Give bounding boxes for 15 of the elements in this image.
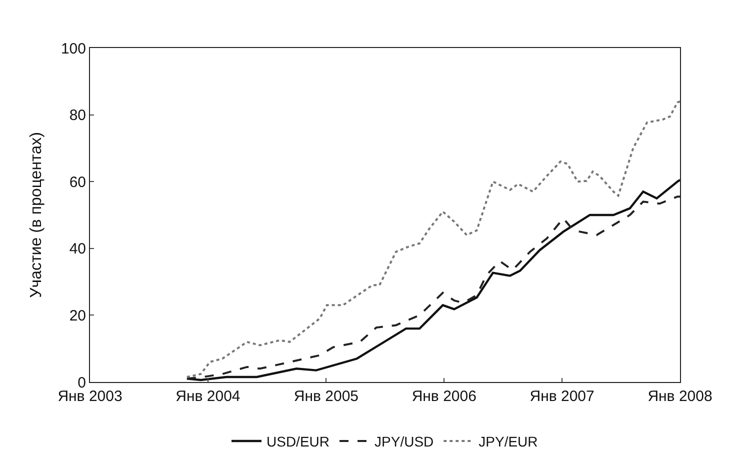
y-tick-label: 20 xyxy=(69,307,86,324)
y-tick-label: 40 xyxy=(69,240,86,258)
y-tick-label: 100 xyxy=(60,40,86,58)
x-tick-label: Янв 2005 xyxy=(294,388,359,405)
legend-label: JPY/USD xyxy=(374,433,434,450)
x-tick-label: Янв 2004 xyxy=(176,388,240,405)
x-tick-label: Янв 2008 xyxy=(648,388,712,405)
line-series xyxy=(186,100,680,378)
legend-label: USD/EUR xyxy=(266,433,330,450)
y-axis-title: Участие (в процентах) xyxy=(28,132,45,298)
y-tick-label: 80 xyxy=(69,107,86,124)
y-tick-label: 60 xyxy=(69,174,86,191)
x-tick-label: Янв 2006 xyxy=(412,388,476,405)
x-tick-label: Янв 2007 xyxy=(530,388,594,405)
legend-label: JPY/EUR xyxy=(478,433,538,450)
